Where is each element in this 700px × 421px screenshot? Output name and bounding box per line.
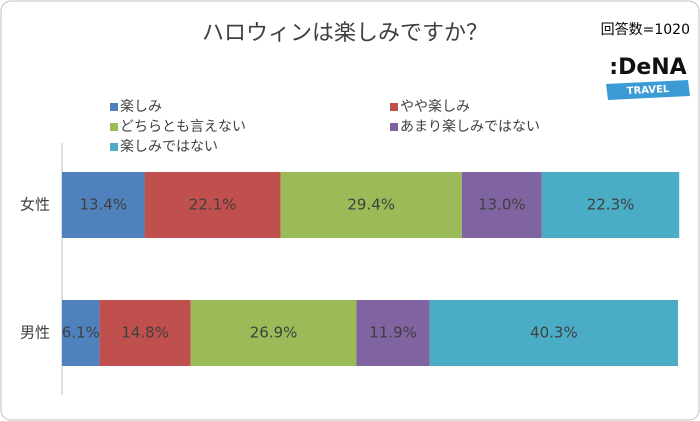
bar-segment — [541, 172, 680, 238]
logo-badge — [606, 80, 690, 100]
value-label: 22.3% — [587, 196, 635, 214]
value-label: 22.1% — [189, 196, 237, 214]
bar-segment — [356, 300, 430, 366]
legend-label: どちらとも言えない — [120, 119, 246, 135]
legend-swatch — [110, 123, 118, 131]
logo-tagline: TRAVEL — [627, 84, 671, 97]
bar-segment — [190, 300, 357, 366]
legend-label: 楽しみ — [120, 99, 162, 115]
value-label: 26.9% — [250, 324, 298, 342]
bar-segment — [62, 172, 145, 238]
legend-label: 楽しみではない — [120, 139, 218, 155]
bar-segment — [144, 172, 281, 238]
legend-swatch — [390, 103, 398, 111]
legend-swatch — [110, 143, 118, 151]
y-tick-label: 女性 — [20, 196, 50, 214]
value-label: 11.9% — [369, 324, 417, 342]
logo-name: :DeNA — [609, 55, 686, 80]
value-label: 14.8% — [121, 324, 169, 342]
value-label: 29.4% — [347, 196, 395, 214]
bar-segment — [62, 300, 100, 366]
value-label: 13.0% — [478, 196, 526, 214]
legend-swatch — [110, 103, 118, 111]
bar-segment — [461, 172, 542, 238]
legend-label: あまり楽しみではない — [400, 119, 540, 135]
value-label: 40.3% — [530, 324, 578, 342]
legend-swatch — [390, 123, 398, 131]
bar-segment — [99, 300, 191, 366]
chart-title: ハロウィンは楽しみですか？ — [202, 21, 488, 46]
bar-segment — [429, 300, 678, 366]
value-label: 13.4% — [79, 196, 127, 214]
annotation: 回答数=1020 — [601, 21, 690, 38]
bar-segment — [280, 172, 462, 238]
y-tick-label: 男性 — [20, 324, 50, 342]
value-label: 6.1% — [62, 324, 100, 342]
legend-label: やや楽しみ — [400, 99, 470, 115]
